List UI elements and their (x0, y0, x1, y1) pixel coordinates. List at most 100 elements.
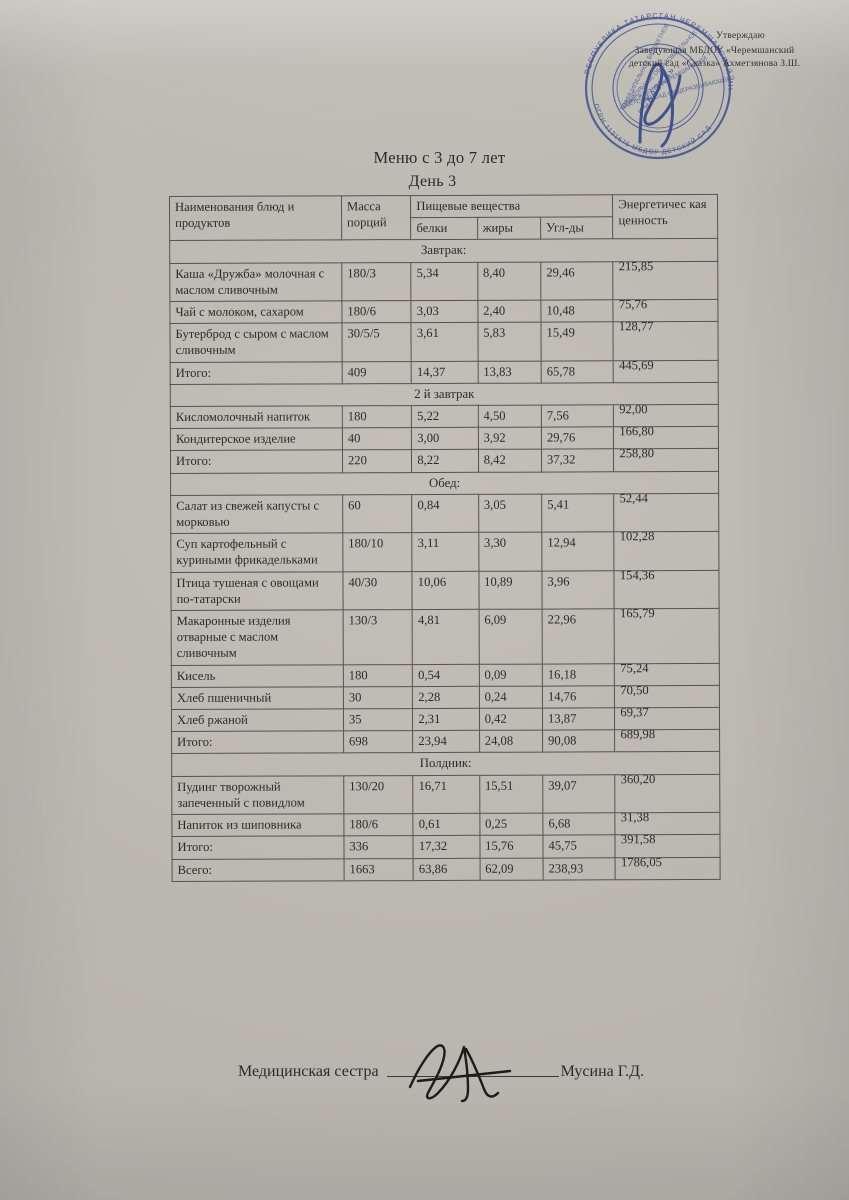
cell-fat: 3,30 (478, 532, 542, 571)
cell-fat: 6,09 (478, 609, 543, 664)
total-label: Итого: (171, 731, 344, 754)
dish-name: Макаронные изделия отварные с маслом сли… (171, 609, 344, 666)
header-energy: Энергетичес кая ценность (612, 194, 718, 240)
cell-protein: 8,22 (411, 449, 479, 473)
cell-carb: 7,56 (541, 404, 614, 428)
cell-protein: 3,00 (411, 427, 479, 451)
cell-mass: 180/6 (341, 300, 412, 324)
cell-carb: 13,87 (542, 707, 615, 731)
cell-energy: 445,69 (613, 358, 719, 383)
cell-mass: 220 (342, 450, 412, 473)
cell-fat: 10,89 (478, 570, 543, 610)
cell-fat: 13,83 (477, 360, 542, 384)
signature-rule (386, 1075, 559, 1077)
cell-fat: 2,40 (477, 300, 542, 323)
cell-fat: 0,09 (478, 663, 543, 687)
cell-mass: 40 (342, 427, 412, 451)
cell-fat: 4,50 (477, 405, 542, 428)
header-mass: Масса порций (341, 195, 411, 241)
cell-fat: 15,51 (479, 774, 543, 814)
cell-mass: 180/6 (343, 813, 414, 837)
grand-total-row: Всего: 1663 63,86 62,09 238,93 1786,05 (172, 855, 721, 882)
dish-name: Кондитерское изделие (170, 428, 343, 451)
cell-fat: 8,42 (478, 449, 542, 472)
signature-name: Мусина Г.Д. (560, 1063, 645, 1080)
document-title: Меню с 3 до 7 лет (373, 148, 506, 167)
cell-protein: 10,06 (412, 570, 479, 610)
cell-energy: 258,80 (613, 447, 719, 472)
cell-fat: 0,25 (479, 813, 543, 836)
dish-name: Хлеб пшеничный (171, 686, 344, 710)
cell-mass: 180 (342, 405, 412, 429)
cell-fat: 15,76 (479, 835, 544, 858)
dish-name: Каша «Дружба» молочная с маслом сливочны… (169, 262, 342, 302)
cell-mass: 30/5/5 (341, 322, 412, 362)
dish-name: Кисель (171, 664, 344, 688)
table-header: Наименования блюд и продуктов Масса порц… (169, 194, 718, 241)
cell-carb: 29,46 (540, 261, 614, 301)
cell-carb: 39,07 (542, 774, 616, 814)
cell-protein: 3,11 (412, 532, 479, 572)
header-name: Наименования блюд и продуктов (169, 195, 342, 241)
cell-energy: 1786,05 (615, 855, 721, 880)
total-label: Итого: (170, 361, 343, 385)
cell-energy: 360,20 (615, 772, 720, 813)
cell-mass: 35 (343, 708, 413, 732)
cell-carb: 90,08 (542, 730, 616, 753)
cell-mass: 180/3 (341, 262, 412, 301)
cell-mass: 409 (342, 361, 412, 384)
cell-carb: 238,93 (543, 857, 616, 880)
cell-protein: 2,28 (412, 686, 480, 709)
cell-energy: 102,28 (614, 529, 719, 571)
dish-name: Кисломолочный напиток (170, 405, 343, 429)
cell-protein: 4,81 (412, 609, 479, 665)
total-row: Итого: 220 8,22 8,42 37,32 258,80 (170, 447, 719, 474)
cell-energy: 215,85 (613, 259, 718, 300)
dish-name: Напиток из шиповника (171, 813, 344, 837)
menu-table: Наименования блюд и продуктов Масса порц… (169, 194, 721, 882)
cell-carb: 14,76 (542, 685, 615, 709)
cell-mass: 1663 (343, 858, 414, 881)
cell-energy: 52,44 (614, 491, 719, 533)
handwritten-signature (408, 1044, 512, 1103)
dish-name: Пудинг творожный запеченный с повидлом (171, 775, 344, 815)
total-row: Итого: 698 23,94 24,08 90,08 689,98 (171, 727, 720, 754)
cell-protein: 0,84 (411, 494, 479, 533)
cell-mass: 336 (343, 835, 414, 859)
cell-mass: 698 (343, 730, 413, 754)
cell-carb: 22,96 (542, 608, 615, 664)
cell-mass: 40/30 (342, 571, 413, 610)
cell-protein: 17,32 (413, 835, 480, 859)
cell-mass: 130/20 (343, 775, 414, 814)
cell-protein: 0,54 (412, 663, 480, 687)
cell-mass: 180 (343, 664, 413, 687)
cell-carb: 15,49 (541, 322, 614, 361)
total-row: Итого: 409 14,37 13,83 65,78 445,69 (170, 358, 719, 385)
cell-fat: 0,24 (479, 685, 543, 709)
header-carb: Угл-ды (540, 216, 614, 240)
cell-protein: 0,61 (413, 813, 480, 836)
header-fat: жиры (477, 217, 541, 240)
total-label: Всего: (172, 858, 345, 882)
cell-fat: 3,92 (478, 427, 542, 450)
cell-fat: 5,83 (477, 322, 542, 361)
cell-mass: 60 (342, 494, 413, 534)
header-protein: белки (410, 217, 478, 240)
cell-carb: 5,41 (541, 493, 615, 533)
dish-name: Суп картофельный с куриными фрикаделькам… (170, 533, 343, 573)
cell-carb: 3,96 (541, 570, 615, 610)
approval-word: Утверждаю (716, 31, 765, 41)
approval-line-3: Ахметзянова З.Ш. (722, 59, 801, 69)
table-body: Завтрак: Каша «Дружба» молочная с маслом … (169, 238, 721, 882)
cell-carb: 6,68 (542, 812, 616, 836)
cell-protein: 23,94 (412, 730, 480, 754)
cell-mass: 130/3 (343, 609, 413, 665)
cell-protein: 16,71 (413, 774, 480, 814)
dish-name: Салат из свежей капусты с морковью (170, 494, 343, 534)
signature-line: Медицинская сестра Мусина Г.Д. (238, 1044, 688, 1103)
approval-block: Утверждаю Заведующая МБДОУ «Черемшанский… (612, 30, 817, 72)
cell-fat: 3,05 (478, 493, 542, 533)
cell-protein: 5,22 (411, 405, 479, 428)
cell-carb: 12,94 (541, 532, 615, 571)
cell-mass: 30 (343, 686, 413, 709)
